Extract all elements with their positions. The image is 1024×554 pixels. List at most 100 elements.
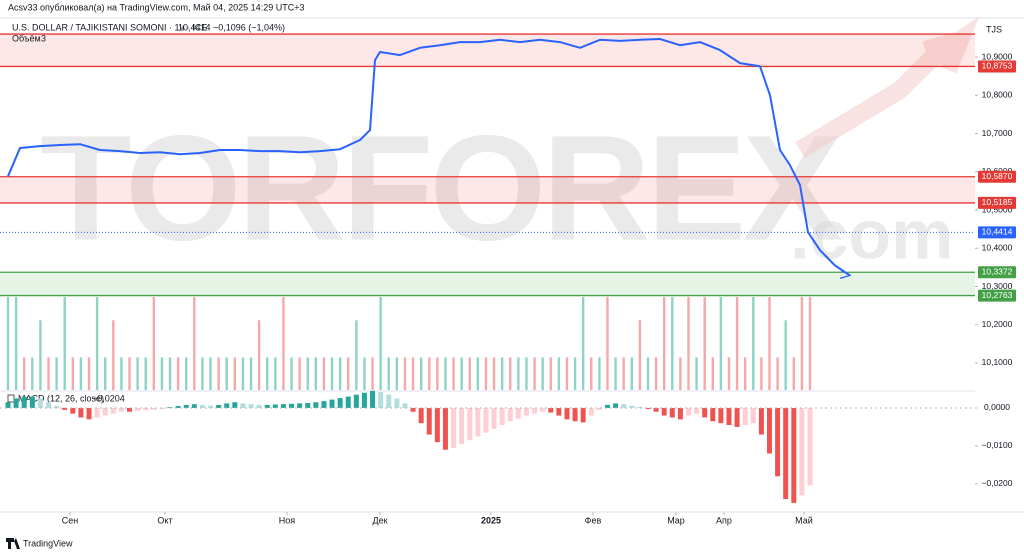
macd-bar xyxy=(305,403,311,408)
macd-bar xyxy=(523,407,529,416)
volume-bar xyxy=(201,357,204,390)
macd-bar xyxy=(758,407,764,435)
y-tick-label: 10,1000 xyxy=(982,357,1013,367)
x-tick-label: 2025 xyxy=(481,515,501,525)
macd-bar xyxy=(62,407,68,410)
zone xyxy=(0,176,975,203)
x-tick-label: Фев xyxy=(585,515,602,525)
volume-bar xyxy=(282,297,285,390)
volume-bar xyxy=(266,357,269,390)
volume-bar xyxy=(249,357,253,390)
volume-bar xyxy=(460,357,463,390)
volume-bar xyxy=(784,320,787,390)
macd-bar xyxy=(370,390,376,408)
macd-tick-label: −0,0100 xyxy=(982,440,1013,450)
macd-bar xyxy=(467,407,473,441)
watermark-text: TORFOREX xyxy=(40,104,842,272)
volume-bar xyxy=(14,297,18,390)
y-tick-label: 10,3000 xyxy=(982,281,1013,291)
publish-header: Acsv33 опубликовал(а) на TradingView.com… xyxy=(8,2,304,12)
macd-bar xyxy=(766,407,772,454)
macd-bar xyxy=(556,407,562,416)
macd-bar xyxy=(459,407,465,445)
level-label-box xyxy=(978,266,1016,279)
macd-bar xyxy=(410,407,416,412)
macd-bar xyxy=(418,407,424,424)
volume-bar xyxy=(403,357,407,390)
volume-bar xyxy=(387,357,390,390)
volume-bar xyxy=(541,357,544,390)
macd-title: MACD (12, 26, close) xyxy=(18,393,104,403)
macd-bar xyxy=(718,407,724,424)
macd-last: −0,0204 xyxy=(92,393,125,403)
volume-bar xyxy=(581,297,585,390)
macd-bar xyxy=(742,407,748,426)
volume-bar xyxy=(719,297,723,390)
macd-bar xyxy=(572,407,578,422)
watermark: TORFOREX .com xyxy=(40,16,980,273)
macd-bar xyxy=(402,403,408,408)
macd-bar xyxy=(378,392,384,408)
x-tick-label: Ноя xyxy=(279,515,296,525)
volume-bar xyxy=(654,357,658,390)
volume-bar xyxy=(500,357,504,390)
price-line xyxy=(7,38,851,277)
y-tick-label: 10,8000 xyxy=(982,90,1013,100)
volume-bar xyxy=(31,357,34,390)
volume-bar xyxy=(752,297,755,390)
volume-bar xyxy=(233,357,237,390)
volume-bar xyxy=(630,357,633,390)
title: U.S. DOLLAR / TAJIKISTANI SOMONI · 1ч · … xyxy=(12,22,207,32)
volume-bar xyxy=(638,320,642,390)
volume-bar xyxy=(800,297,804,390)
macd-bar xyxy=(118,407,124,412)
macd-bar xyxy=(110,407,116,414)
volume-bar xyxy=(452,357,455,390)
volume-bar xyxy=(322,357,326,390)
volume-bar xyxy=(679,357,682,390)
macd-bar xyxy=(151,407,157,410)
footer-logo xyxy=(6,538,20,549)
macd-bar xyxy=(54,406,60,408)
volume-bar xyxy=(735,297,739,390)
macd-bar xyxy=(507,407,513,422)
volume-bar xyxy=(209,357,212,390)
x-tick-label: Окт xyxy=(157,515,172,525)
macd-bar xyxy=(143,407,149,411)
macd-bar xyxy=(175,406,181,408)
macd-bar xyxy=(669,407,675,418)
x-tick-label: Сен xyxy=(62,515,79,525)
macd-bar xyxy=(127,407,133,412)
macd-bar xyxy=(224,403,230,408)
macd-bar xyxy=(13,398,19,408)
macd-bar xyxy=(191,404,197,408)
macd-bar xyxy=(726,407,732,426)
macd-bar xyxy=(37,398,43,408)
volume-bar xyxy=(549,357,552,390)
title-last: 10,4414 xyxy=(178,22,211,32)
volume-bar xyxy=(306,357,309,390)
macd-bar xyxy=(321,401,327,408)
level-label: 10,2763 xyxy=(982,290,1013,300)
volume-bar xyxy=(533,357,536,390)
volume-bar xyxy=(444,357,447,390)
macd-bar xyxy=(783,407,789,500)
macd-bar xyxy=(345,396,351,408)
volume-bar xyxy=(298,357,301,390)
volume-bar xyxy=(6,297,10,390)
x-tick-label: Май xyxy=(795,515,813,525)
volume-bar xyxy=(525,357,528,390)
volume-bar xyxy=(509,357,512,390)
macd-bar xyxy=(361,392,367,408)
volume-bar xyxy=(225,357,228,390)
volume-bar xyxy=(128,357,131,390)
macd-bar xyxy=(451,407,457,448)
level-label: 10,3372 xyxy=(982,267,1013,277)
macd-bar xyxy=(46,402,52,408)
y-tick-label: 10,2000 xyxy=(982,319,1013,329)
volume-bar xyxy=(39,320,42,390)
volume-bar xyxy=(687,297,690,390)
macd-bar xyxy=(434,407,440,443)
volume-bar xyxy=(144,357,147,390)
footer: TradingView xyxy=(23,538,73,548)
